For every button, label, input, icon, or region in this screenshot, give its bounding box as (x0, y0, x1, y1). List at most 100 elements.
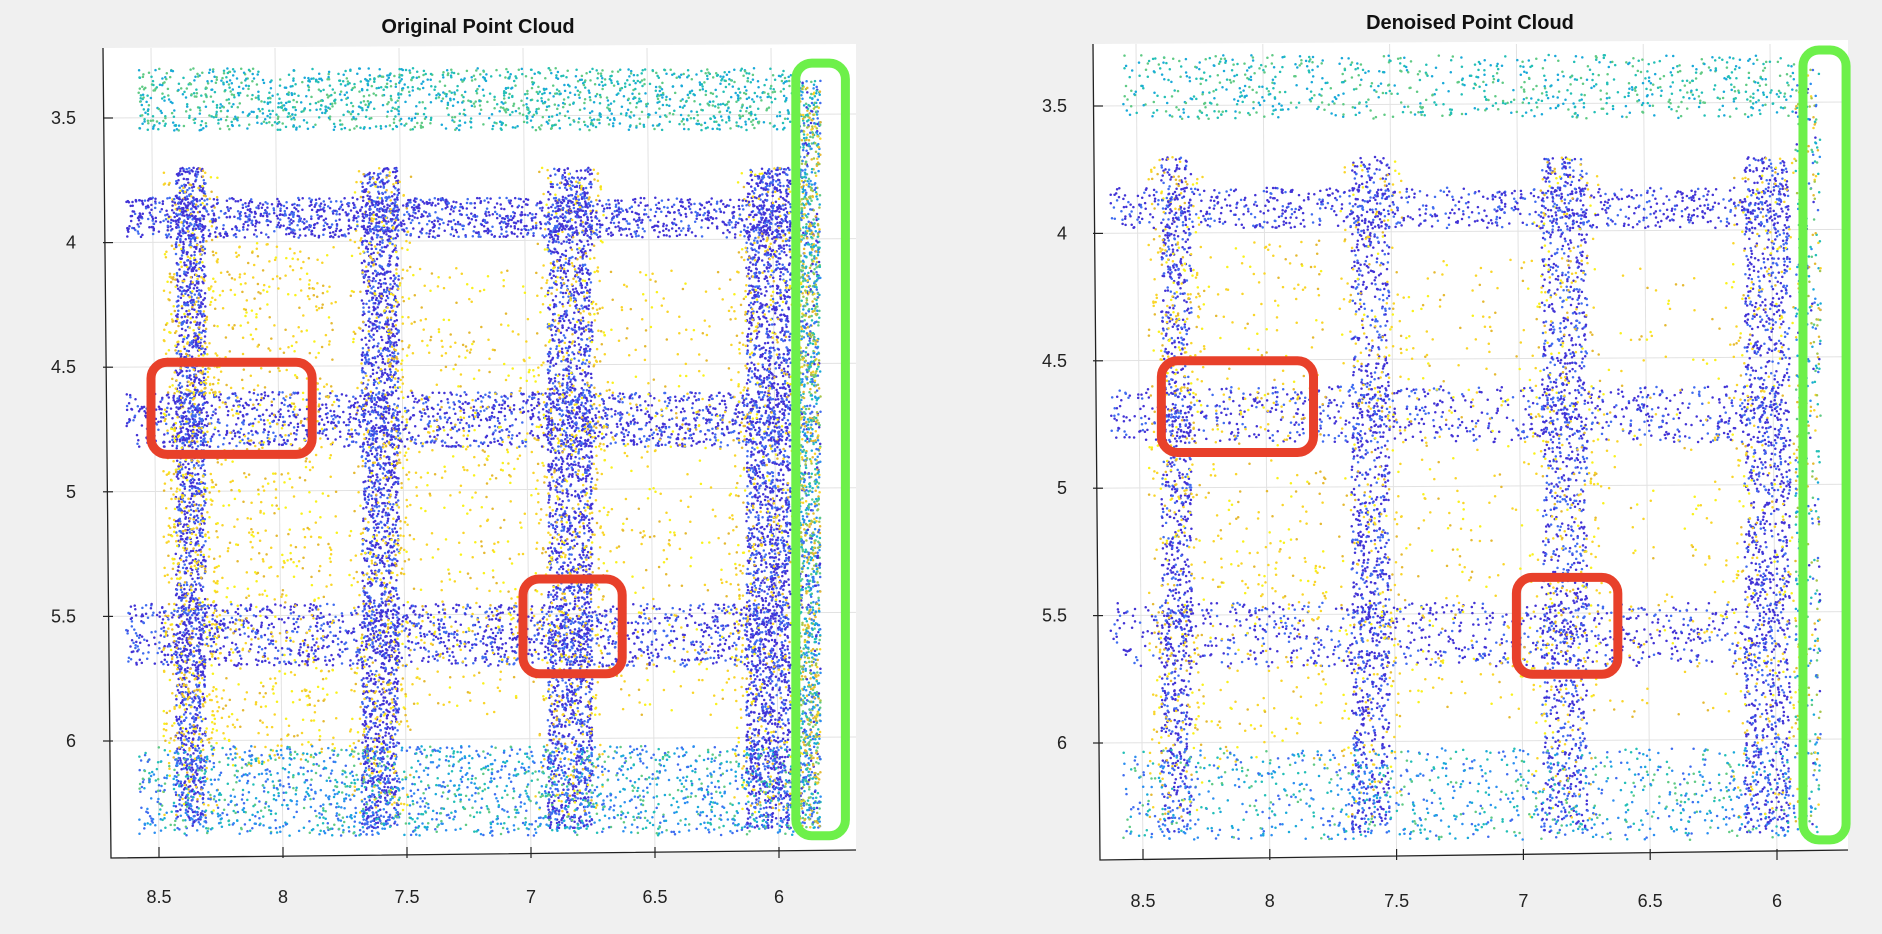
point (199, 729, 202, 732)
point (380, 295, 383, 298)
point (188, 552, 191, 555)
point (191, 290, 194, 293)
point (367, 496, 370, 499)
point (380, 352, 383, 355)
point (392, 285, 395, 288)
point (193, 721, 196, 724)
point (374, 447, 377, 450)
point (371, 772, 374, 775)
point (182, 232, 185, 235)
point (189, 341, 192, 344)
point (366, 595, 369, 598)
point (194, 386, 197, 389)
point (181, 745, 184, 748)
point (198, 378, 201, 381)
point (195, 324, 198, 327)
point (187, 630, 190, 633)
point (390, 707, 393, 710)
point (204, 252, 207, 255)
point (200, 562, 203, 565)
point (184, 691, 187, 694)
point (185, 559, 188, 562)
point (188, 344, 191, 347)
point (199, 310, 202, 313)
point (391, 376, 394, 379)
point (376, 746, 379, 749)
point (381, 623, 384, 626)
point (368, 498, 371, 501)
point (181, 442, 184, 445)
point (200, 381, 203, 384)
point (197, 716, 200, 719)
point (362, 539, 365, 542)
point (176, 318, 179, 321)
point (196, 482, 199, 485)
point (181, 185, 184, 188)
point (357, 731, 360, 734)
point (175, 805, 178, 808)
point (211, 296, 214, 299)
point (163, 171, 166, 174)
point (197, 187, 200, 190)
point (203, 493, 206, 496)
point (178, 463, 181, 466)
point (178, 322, 181, 325)
point (366, 360, 369, 363)
point (379, 454, 382, 457)
point (375, 297, 378, 300)
point (358, 247, 361, 250)
point (214, 280, 217, 283)
point (201, 515, 204, 518)
point (390, 371, 393, 374)
point (376, 236, 379, 239)
point (204, 368, 207, 371)
point (391, 546, 394, 549)
point (393, 681, 396, 684)
point (362, 683, 365, 686)
point (195, 661, 198, 664)
point (195, 709, 198, 712)
point (389, 503, 392, 506)
point (194, 617, 197, 620)
point (365, 303, 368, 306)
point (395, 251, 398, 254)
point (363, 488, 366, 491)
point (368, 467, 371, 470)
point (547, 649, 550, 652)
point (195, 490, 198, 493)
point (394, 644, 397, 647)
point (405, 451, 408, 454)
point (379, 578, 382, 581)
point (386, 560, 389, 563)
point (388, 732, 391, 735)
point (197, 445, 200, 448)
point (386, 717, 389, 720)
point (380, 283, 383, 286)
point (205, 240, 208, 243)
point (185, 538, 188, 541)
point (194, 588, 197, 591)
point (369, 541, 372, 544)
point (373, 172, 376, 175)
point (373, 706, 376, 709)
point (578, 497, 581, 500)
point (185, 567, 188, 570)
point (371, 313, 374, 316)
point (182, 187, 185, 190)
point (380, 677, 383, 680)
point (179, 286, 182, 289)
point (385, 512, 388, 515)
point (373, 430, 376, 433)
point (387, 628, 390, 631)
point (370, 617, 373, 620)
point (566, 495, 569, 498)
point (362, 191, 365, 194)
point (390, 673, 393, 676)
point (394, 335, 397, 338)
point (187, 740, 190, 743)
point (365, 188, 368, 191)
point (191, 487, 194, 490)
point (396, 256, 399, 259)
point (173, 664, 176, 667)
point (377, 570, 380, 573)
